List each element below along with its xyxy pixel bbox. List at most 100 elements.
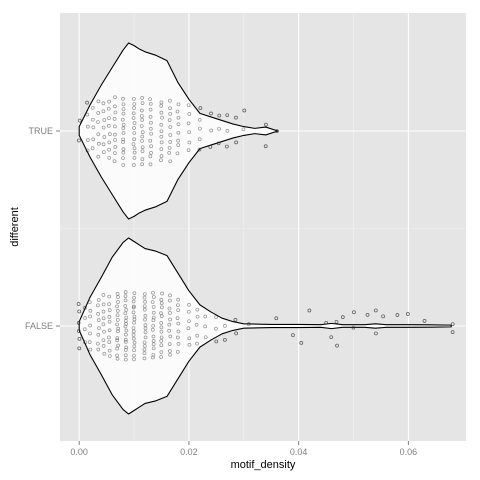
data-point — [101, 344, 106, 348]
data-point — [121, 147, 126, 151]
data-point — [381, 314, 385, 319]
data-point — [291, 333, 295, 337]
data-point — [131, 299, 136, 304]
data-point — [374, 331, 378, 336]
data-point — [115, 322, 119, 327]
x-tick-label: 0.00 — [70, 447, 88, 457]
data-point — [121, 137, 126, 142]
data-point — [225, 144, 229, 149]
data-point — [195, 314, 200, 319]
data-point — [176, 341, 181, 346]
data-point — [223, 324, 227, 328]
data-point — [263, 144, 268, 149]
data-point — [107, 315, 112, 319]
data-point — [148, 126, 153, 131]
data-point — [101, 101, 106, 106]
data-point — [77, 337, 82, 341]
grid-lines — [60, 13, 466, 441]
data-point — [159, 100, 164, 105]
data-point — [143, 335, 148, 340]
data-point — [106, 123, 111, 128]
data-point — [131, 332, 136, 337]
data-point — [225, 113, 230, 118]
data-point — [216, 141, 221, 146]
data-point — [168, 317, 172, 322]
data-point — [85, 148, 90, 153]
data-point — [167, 118, 172, 123]
data-point — [194, 322, 199, 327]
data-point — [113, 104, 117, 109]
data-point — [151, 334, 156, 339]
data-point — [132, 317, 137, 322]
data-point — [242, 108, 247, 113]
data-point — [151, 346, 156, 351]
data-point — [159, 350, 164, 354]
data-point — [299, 340, 304, 345]
data-point — [233, 318, 238, 322]
data-point — [132, 126, 136, 130]
data-point — [113, 110, 118, 115]
y-tick-label: TRUE — [29, 126, 54, 136]
data-point — [167, 342, 172, 346]
data-point — [131, 310, 136, 315]
data-point — [86, 138, 90, 142]
data-point — [187, 302, 191, 307]
data-point — [151, 315, 156, 320]
data-point — [107, 328, 112, 333]
data-point — [203, 335, 208, 340]
data-point — [113, 124, 117, 129]
data-point — [334, 319, 339, 324]
data-point — [140, 96, 144, 100]
data-point — [186, 326, 191, 331]
data-point — [167, 328, 171, 333]
data-point — [168, 159, 173, 164]
data-point — [142, 340, 147, 345]
data-point — [176, 329, 181, 334]
data-point — [96, 154, 101, 159]
data-point — [223, 337, 227, 342]
data-point — [131, 326, 136, 330]
data-point — [76, 302, 81, 306]
data-point — [121, 126, 126, 131]
data-point — [112, 159, 117, 164]
data-point — [132, 146, 137, 151]
data-point — [123, 348, 128, 352]
data-point — [115, 313, 120, 318]
data-point — [115, 356, 120, 361]
data-point — [102, 118, 107, 122]
data-point — [132, 150, 137, 155]
data-point — [113, 132, 117, 137]
data-point — [159, 339, 164, 343]
data-point — [176, 115, 181, 120]
data-point — [159, 343, 164, 348]
data-point — [131, 142, 136, 146]
data-point — [107, 319, 112, 324]
data-point — [159, 110, 164, 115]
data-point — [121, 140, 125, 144]
data-point — [149, 131, 153, 136]
data-point — [77, 118, 82, 123]
data-point — [329, 335, 334, 340]
data-point — [101, 302, 106, 307]
data-point — [123, 290, 128, 294]
data-point — [142, 307, 147, 312]
data-point — [167, 322, 172, 327]
data-point — [176, 138, 180, 143]
data-point — [209, 111, 213, 116]
data-point — [159, 311, 163, 316]
data-point — [373, 308, 378, 313]
data-point — [85, 124, 90, 129]
data-point — [187, 112, 192, 116]
data-point — [101, 293, 106, 297]
data-point — [132, 348, 136, 353]
data-point — [112, 116, 117, 121]
data-point — [132, 304, 136, 309]
data-point — [123, 337, 128, 342]
data-point — [422, 319, 427, 323]
data-point — [186, 309, 191, 314]
data-point — [148, 97, 152, 102]
data-point — [140, 130, 145, 134]
data-point — [83, 316, 87, 320]
data-point — [335, 343, 339, 348]
data-point — [107, 335, 111, 340]
